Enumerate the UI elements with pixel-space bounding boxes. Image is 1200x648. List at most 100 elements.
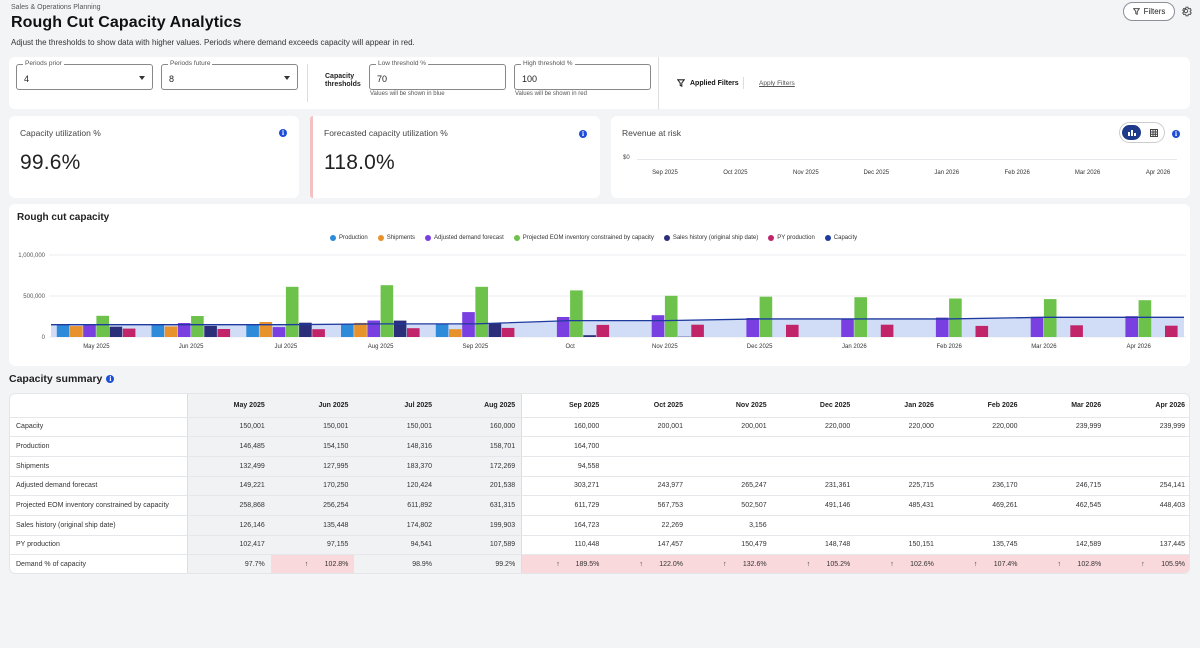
column-header[interactable]: Mar 2026 bbox=[1023, 394, 1108, 418]
table-cell bbox=[1023, 436, 1108, 457]
bar-adjusted_demand bbox=[83, 324, 96, 337]
column-header[interactable]: Aug 2025 bbox=[438, 394, 523, 418]
x-tick-label: Aug 2025 bbox=[368, 344, 394, 350]
bar-adjusted_demand bbox=[272, 327, 286, 337]
kpi-value: 118.0% bbox=[324, 151, 395, 174]
cell-value: 150,001 bbox=[323, 423, 349, 431]
bar-py_production bbox=[1070, 325, 1083, 337]
cell-value: 611,892 bbox=[407, 502, 433, 510]
column-header[interactable]: Jun 2025 bbox=[270, 394, 355, 418]
low-threshold-input[interactable]: Low threshold % 70 bbox=[369, 60, 506, 90]
chevron-down-icon bbox=[284, 76, 290, 80]
table-cell: 200,001 bbox=[605, 417, 689, 438]
legend-swatch bbox=[513, 235, 520, 241]
bar-py_production bbox=[880, 324, 894, 337]
table-cell: 126,146 bbox=[187, 515, 271, 536]
column-header[interactable]: Dec 2025 bbox=[772, 394, 857, 418]
bar-chart-icon bbox=[1127, 130, 1136, 136]
x-tick-label: May 2025 bbox=[83, 344, 110, 350]
x-tick-label: Nov 2025 bbox=[652, 344, 678, 350]
cell-value: 220,000 bbox=[824, 423, 851, 431]
table-cell: 199,903 bbox=[438, 515, 523, 536]
chevron-down-icon bbox=[139, 76, 145, 80]
table-row: Shipments 132,499 127,995 183,370 172,269 94,… bbox=[10, 456, 1189, 477]
cell-value: 462,545 bbox=[1075, 502, 1102, 510]
bar-sales_history bbox=[583, 335, 596, 337]
table-cell: 200,001 bbox=[688, 417, 773, 438]
gear-icon[interactable] bbox=[1180, 5, 1192, 17]
info-icon[interactable]: i bbox=[1172, 130, 1180, 138]
legend-item[interactable]: Adjusted demand forecast bbox=[425, 235, 504, 241]
table-cell: 94,558 bbox=[521, 456, 606, 477]
cell-value: 97.7% bbox=[244, 561, 265, 569]
cell-value: 132,499 bbox=[239, 462, 265, 470]
row-label: Capacity bbox=[10, 417, 188, 438]
legend-item[interactable]: Shipments bbox=[377, 235, 415, 241]
table-cell: 148,748 bbox=[772, 535, 857, 556]
table-row: Demand % of capacity 97.7% ↑ 102.8% 98.9% 99.… bbox=[10, 554, 1189, 573]
table-view-button[interactable] bbox=[1145, 125, 1163, 140]
column-header[interactable]: Feb 2026 bbox=[939, 394, 1024, 418]
table-cell: 150,151 bbox=[856, 535, 940, 556]
legend-item[interactable]: Sales history (original ship date) bbox=[663, 235, 758, 241]
cell-value: 201,538 bbox=[489, 482, 516, 490]
info-icon[interactable]: i bbox=[579, 130, 587, 138]
table-cell: 127,995 bbox=[270, 456, 355, 477]
cell-value: 172,269 bbox=[489, 462, 516, 470]
table-cell: 154,150 bbox=[270, 436, 355, 457]
column-header[interactable]: Jul 2025 bbox=[354, 394, 439, 418]
chart-view-button[interactable] bbox=[1122, 125, 1141, 140]
info-icon[interactable]: i bbox=[106, 375, 115, 383]
revenue-x-tick: Feb 2026 bbox=[1004, 170, 1030, 176]
x-tick-label: Mar 2026 bbox=[1031, 344, 1057, 350]
periods-future-label: Periods future bbox=[168, 60, 213, 67]
high-threshold-help: Values will be shown in red bbox=[515, 91, 587, 97]
table-cell: ↑ 102.8% bbox=[1023, 554, 1108, 573]
apply-filters-link[interactable]: Apply Filters bbox=[759, 80, 795, 87]
bar-adjusted_demand bbox=[1030, 316, 1044, 337]
table-cell bbox=[688, 436, 773, 457]
x-tick-label: Jul 2025 bbox=[275, 344, 298, 350]
table-cell: 98.9% bbox=[354, 554, 439, 573]
column-header[interactable]: Oct 2025 bbox=[605, 394, 689, 418]
table-cell: 174,802 bbox=[354, 515, 439, 536]
table-cell: 246,715 bbox=[1023, 476, 1108, 497]
revenue-y-tick: $0 bbox=[623, 155, 630, 161]
table-cell: 102,417 bbox=[187, 535, 271, 556]
table-cell: ↑ 132.6% bbox=[688, 554, 773, 573]
column-header[interactable]: May 2025 bbox=[187, 394, 271, 418]
cell-value: 220,000 bbox=[908, 423, 934, 431]
table-cell: 303,271 bbox=[521, 476, 606, 497]
periods-prior-select[interactable]: Periods prior 4 bbox=[16, 60, 153, 90]
revenue-x-tick: Sep 2025 bbox=[652, 170, 678, 176]
legend-item[interactable]: Projected EOM inventory constrained by c… bbox=[513, 235, 654, 241]
table-cell: 239,999 bbox=[1107, 417, 1189, 438]
periods-future-select[interactable]: Periods future 8 bbox=[161, 60, 298, 90]
table-cell bbox=[1023, 456, 1108, 477]
cell-value: 231,361 bbox=[824, 482, 851, 490]
legend-item[interactable]: PY production bbox=[768, 235, 815, 241]
table-cell: 135,745 bbox=[939, 535, 1024, 556]
cell-value: 135,448 bbox=[323, 521, 349, 529]
legend-item[interactable]: Capacity bbox=[824, 235, 857, 241]
view-toggle[interactable] bbox=[1119, 122, 1165, 143]
column-header[interactable]: Apr 2026 bbox=[1107, 394, 1189, 418]
info-icon[interactable]: i bbox=[279, 129, 287, 137]
high-threshold-input[interactable]: High threshold % 100 bbox=[514, 60, 651, 90]
filters-button[interactable]: Filters bbox=[1123, 2, 1175, 21]
cell-value: 258,868 bbox=[239, 502, 265, 510]
row-label: Sales history (original ship date) bbox=[10, 515, 188, 536]
bar-adjusted_demand bbox=[367, 320, 380, 337]
capacity-utilization-card: Capacity utilization % i 99.6% bbox=[9, 116, 299, 198]
table-cell bbox=[856, 456, 940, 477]
column-header[interactable]: Jan 2026 bbox=[856, 394, 940, 418]
column-header[interactable]: Sep 2025 bbox=[521, 394, 606, 418]
table-cell bbox=[939, 515, 1024, 536]
cell-value: 94,558 bbox=[577, 462, 600, 470]
arrow-up-icon: ↑ bbox=[722, 561, 727, 569]
table-cell: 631,315 bbox=[438, 495, 523, 516]
revenue-x-tick: Mar 2026 bbox=[1074, 170, 1101, 176]
cell-value: 110,448 bbox=[574, 541, 600, 549]
column-header[interactable]: Nov 2025 bbox=[688, 394, 773, 418]
legend-item[interactable]: Production bbox=[330, 235, 368, 241]
